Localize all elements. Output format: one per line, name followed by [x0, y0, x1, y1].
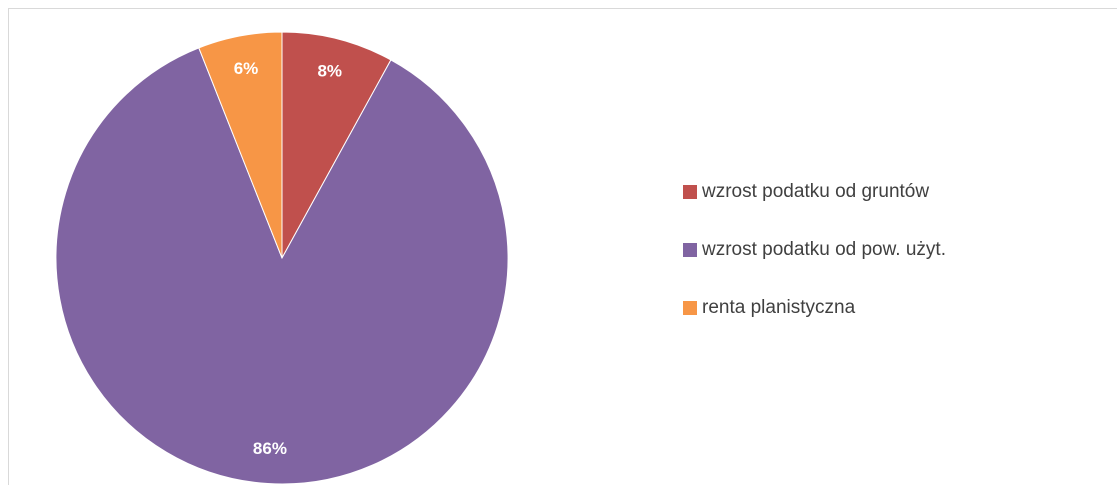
legend-label: wzrost podatku od gruntów	[701, 181, 929, 202]
data-label: 6%	[234, 59, 259, 78]
pie-slice	[198, 31, 283, 259]
legend-swatch	[683, 185, 697, 199]
legend-swatch	[683, 243, 697, 257]
legend-label: renta planistyczna	[702, 297, 856, 318]
data-label: 8%	[317, 62, 342, 81]
legend-swatch	[683, 301, 697, 315]
legend-label: wzrost podatku od pow. użyt.	[701, 239, 946, 260]
pie-slice	[281, 31, 392, 259]
data-label: 86%	[253, 439, 287, 458]
pie-slice	[55, 47, 509, 485]
